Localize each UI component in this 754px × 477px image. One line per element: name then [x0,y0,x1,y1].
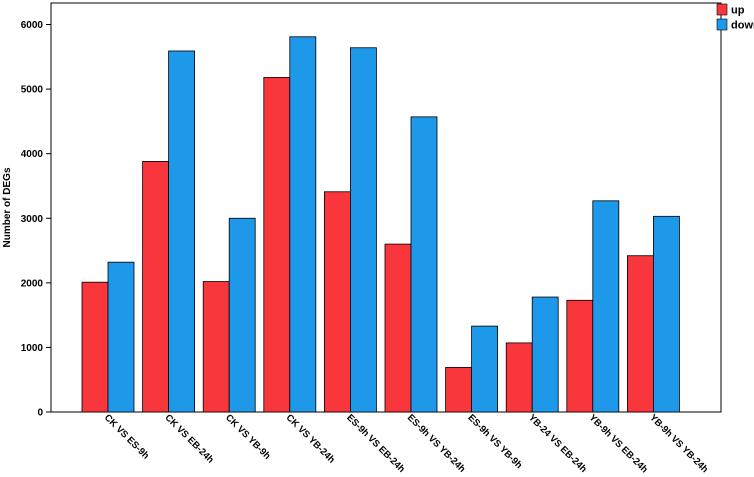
x-category-label: CK VS EB-24h [162,412,215,465]
legend-label-down: down [731,20,754,32]
y-tick-label: 3000 [21,214,44,225]
bar-up [263,77,291,413]
y-tick-label: 5000 [21,85,44,96]
x-category-label: YB-9h VS EB-24h [587,412,650,475]
bar-up [627,255,654,413]
bar-down [410,116,438,413]
bar-down [289,36,317,413]
x-category-label: YB-24 VS EB-24h [526,412,589,475]
x-category-label: ES-9h VS YB-24h [405,412,468,475]
bar-up [505,342,533,413]
bar-up [384,243,412,413]
legend-swatch-down [716,18,728,31]
y-tick-label: 4000 [21,149,44,160]
bars [81,36,680,413]
legend-label-up: up [731,5,745,17]
bar-down [228,217,256,413]
bar-down [653,215,680,413]
x-category-label: CK VS ES-9h [102,412,151,461]
x-category-label: ES-9h VS EB-24h [344,412,407,475]
x-category-label: CK VS YB-9h [223,412,273,462]
bar-down [168,50,196,413]
y-tick-label: 0 [37,408,43,419]
x-category-label: ES-9h VS YB-9h [465,412,524,471]
y-axis: 0 1000 2000 3000 4000 5000 6000 [21,20,51,419]
y-tick-label: 6000 [21,20,44,31]
x-axis-categories: CK VS ES-9h CK VS EB-24h CK VS YB-9h CK VS … [102,412,710,475]
legend-swatch-up [716,3,728,16]
bar-down [349,47,377,413]
bar-down [592,200,620,413]
y-tick-label: 1000 [21,343,44,354]
bar-up [81,281,109,413]
bar-up [202,281,230,413]
legend: up down [716,3,754,32]
x-category-label: CK VS YB-24h [284,412,337,465]
bar-up [323,191,351,413]
y-axis-label: Number of DEGs [2,167,13,247]
bar-down [107,261,135,413]
bar-up [566,299,594,413]
x-category-label: YB-9h VS YB-24h [647,412,710,475]
bar-down [531,296,559,413]
bar-down [471,325,499,413]
bar-up [445,367,473,413]
bar-up [142,161,170,413]
y-tick-label: 2000 [21,278,44,289]
